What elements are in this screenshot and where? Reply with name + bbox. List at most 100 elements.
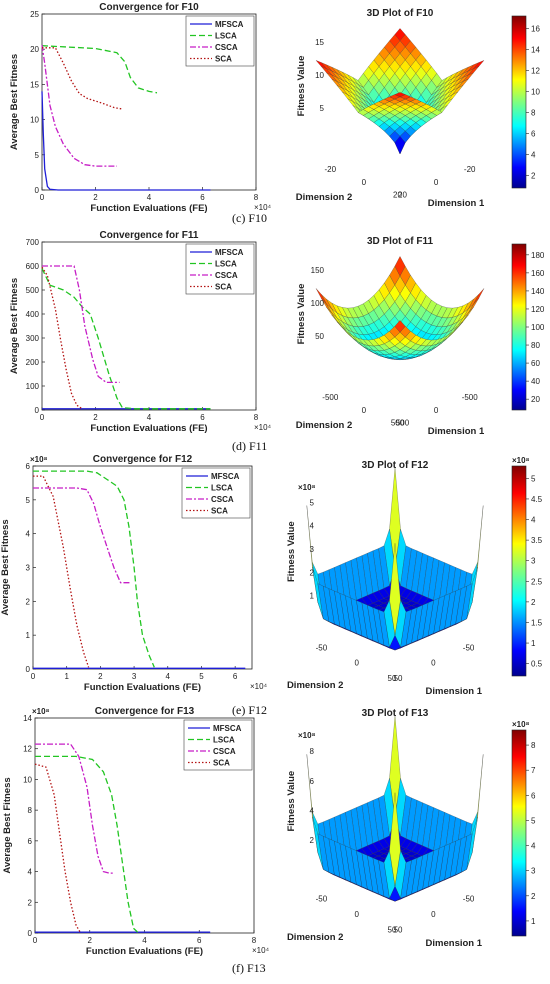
z-tick-label: 150 [311, 266, 325, 275]
surface-title: 3D Plot of F13 [362, 708, 429, 719]
legend: MFSCA LSCA CSCA SCA [181, 467, 251, 519]
z-tick-label: 2 [310, 568, 315, 577]
colorbar-tick-label: 1 [531, 917, 536, 926]
colorbar-tick-label: 20 [531, 395, 540, 404]
colorbar-tick-label: 160 [531, 269, 545, 278]
x-tick-label: 0 [354, 659, 359, 668]
colorbar-tick-label: 12 [531, 67, 540, 76]
colorbar: 2 4 6 8 10 12 14 16 [511, 15, 540, 189]
y-axis-label: Average Best Fitness [9, 54, 20, 150]
colorbar-gradient [511, 465, 527, 677]
y-tick-label: 0 [431, 910, 436, 919]
x-axis-label: Function Evaluations (FE) [86, 946, 203, 957]
y-tick-label: 4 [26, 530, 31, 539]
legend-entry: MFSCA [211, 472, 240, 481]
convergence-chart-4: Convergence for F13 0 2 4 6 8 0 2 4 6 8 10 12 14 ×10⁴ ×… [2, 706, 270, 957]
x-tick-label: 3 [132, 672, 137, 681]
legend-entry: SCA [215, 283, 232, 292]
series-line-csca [33, 487, 131, 584]
y-tick-label: 5 [35, 151, 40, 160]
y-tick-label: 0 [35, 186, 40, 195]
surface-mesh [306, 467, 484, 651]
dimension-1-label: Dimension 1 [426, 938, 483, 949]
z-tick-label: 6 [310, 777, 315, 786]
surface-plot-2: 3D Plot of F11 Fitness Value 50 100 150 -500 0… [296, 236, 545, 437]
colorbar-gradient [511, 243, 527, 411]
x-tick-label: 6 [200, 193, 205, 202]
legend-entry: CSCA [213, 747, 236, 756]
y-tick-label: 100 [26, 382, 40, 391]
surface-plot-4: 3D Plot of F13 Fitness Value 2 4 6 8 ×10⁸ -50 0 5… [286, 708, 536, 949]
surface-patch [394, 92, 406, 97]
x-tick-label: 8 [254, 413, 259, 422]
z-axis-label: Fitness Value [286, 771, 297, 832]
y-tick-label: 500 [26, 286, 40, 295]
x-tick-label: 4 [147, 413, 152, 422]
x-tick-label: 4 [142, 936, 147, 945]
colorbar-tick-label: 3 [531, 557, 536, 566]
y-tick-label: 300 [26, 334, 40, 343]
y-tick-label: 50 [394, 674, 403, 683]
x-tick-label: 6 [233, 672, 238, 681]
colorbar-tick-label: 5 [531, 474, 536, 483]
legend-entry: SCA [211, 507, 228, 516]
y-tick-label: 2 [28, 898, 33, 907]
colorbar-tick-label: 14 [531, 46, 540, 55]
figure-caption: (c) F10 [232, 211, 267, 225]
series-line-sca [34, 763, 81, 933]
x-tick-label: 2 [93, 193, 98, 202]
z-axis-label: Fitness Value [286, 521, 297, 582]
chart-title: Convergence for F10 [99, 2, 199, 13]
dimension-1-label: Dimension 1 [428, 426, 485, 437]
x-axis-label: Function Evaluations (FE) [90, 203, 207, 214]
series-line-mfsca [41, 91, 211, 191]
series-line-csca [42, 265, 120, 384]
x-tick-label: 0 [362, 178, 367, 187]
colorbar-tick-label: 5 [531, 816, 536, 825]
colorbar-tick-label: 10 [531, 88, 540, 97]
colorbar-tick-label: 16 [531, 25, 540, 34]
dimension-2-label: Dimension 2 [296, 420, 353, 431]
x-tick-label: 500 [391, 419, 405, 428]
x-exponent: ×10⁴ [250, 682, 268, 691]
x-tick-label: 0 [40, 193, 45, 202]
colorbar-gradient [511, 729, 527, 937]
convergence-chart-1: Convergence for F10 0 2 4 6 8 0 5 10 15 20 25 ×10⁴ Fu… [9, 2, 272, 214]
y-tick-label: 6 [28, 837, 33, 846]
y-tick-label: -500 [462, 393, 479, 402]
y-tick-label: 0 [26, 665, 31, 674]
legend-entry: MFSCA [215, 248, 244, 257]
x-tick-label: 4 [147, 193, 152, 202]
series-line-lsca [33, 470, 155, 668]
figure-caption: (e) F12 [232, 703, 267, 717]
figure-caption: (f) F13 [232, 961, 266, 975]
series-line-sca [33, 475, 90, 668]
x-tick-label: 0 [40, 413, 45, 422]
legend-entry: SCA [213, 759, 230, 768]
surface-patch [473, 288, 485, 305]
colorbar-exponent: ×10⁸ [512, 456, 530, 465]
z-tick-label: 100 [311, 299, 325, 308]
x-tick-label: -50 [316, 895, 328, 904]
colorbar-tick-label: 3.5 [531, 536, 543, 545]
colorbar-tick-label: 40 [531, 377, 540, 386]
colorbar-tick-label: 120 [531, 305, 545, 314]
legend-entry: LSCA [211, 484, 233, 493]
y-tick-label: -20 [464, 165, 476, 174]
legend-entry: CSCA [211, 495, 234, 504]
z-tick-label: 10 [315, 71, 324, 80]
colorbar-tick-label: 8 [531, 108, 536, 117]
x-tick-label: 6 [197, 936, 202, 945]
z-tick-label: 2 [310, 836, 315, 845]
chart-title: Convergence for F13 [95, 706, 195, 717]
x-tick-label: 0 [354, 910, 359, 919]
colorbar-tick-label: 4.5 [531, 495, 543, 504]
colorbar-tick-label: 180 [531, 251, 545, 260]
dimension-2-label: Dimension 2 [296, 192, 353, 203]
y-tick-label: 6 [26, 462, 31, 471]
colorbar: 20 40 60 80 100 120 140 160 180 [511, 243, 545, 411]
y-tick-label: -50 [463, 895, 475, 904]
figure-caption: (d) F11 [232, 439, 267, 453]
y-tick-label: 50 [394, 925, 403, 934]
